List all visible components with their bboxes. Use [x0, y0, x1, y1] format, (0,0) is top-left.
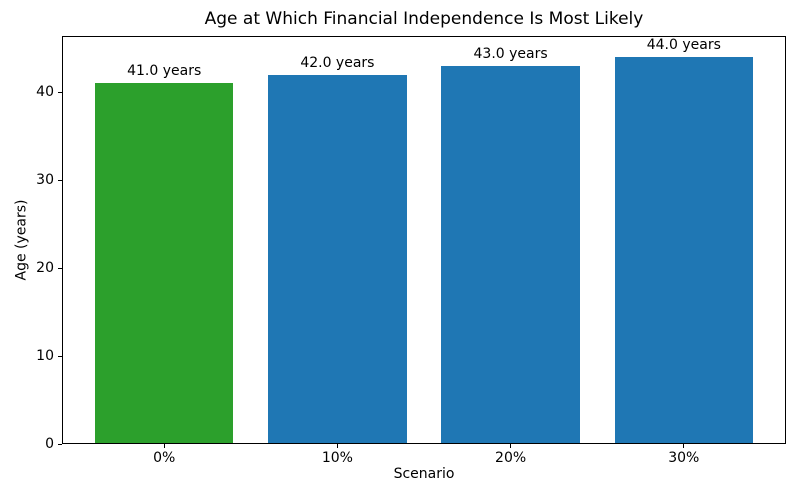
- chart-title: Age at Which Financial Independence Is M…: [204, 9, 644, 29]
- y-tick-label: 30: [36, 171, 54, 188]
- y-tick-label: 20: [36, 259, 54, 276]
- x-tick-label: 20%: [495, 450, 527, 466]
- y-tick-mark: [58, 443, 62, 445]
- x-tick-mark: [163, 444, 165, 448]
- x-tick-label: 30%: [668, 450, 700, 466]
- bar: [268, 74, 407, 444]
- y-tick-mark: [58, 179, 62, 181]
- bar-value-label: 42.0 years: [300, 54, 375, 71]
- x-tick-mark: [336, 444, 338, 448]
- bar: [441, 65, 580, 444]
- y-tick-mark: [58, 267, 62, 269]
- y-tick-mark: [58, 91, 62, 93]
- x-tick-label: 10%: [321, 450, 353, 466]
- y-tick-label: 40: [36, 83, 54, 100]
- x-tick-label: 0%: [153, 450, 176, 466]
- x-tick-mark: [683, 444, 685, 448]
- bar-value-label: 44.0 years: [646, 37, 721, 54]
- x-tick-mark: [510, 444, 512, 448]
- bar: [94, 83, 234, 444]
- y-tick-label: 10: [36, 347, 54, 364]
- bar-value-label: 41.0 years: [127, 63, 202, 80]
- bar-value-label: 43.0 years: [473, 45, 548, 62]
- bar: [614, 57, 754, 444]
- y-tick-mark: [58, 355, 62, 357]
- x-axis-label: Scenario: [393, 466, 455, 482]
- y-tick-label: 0: [45, 435, 54, 452]
